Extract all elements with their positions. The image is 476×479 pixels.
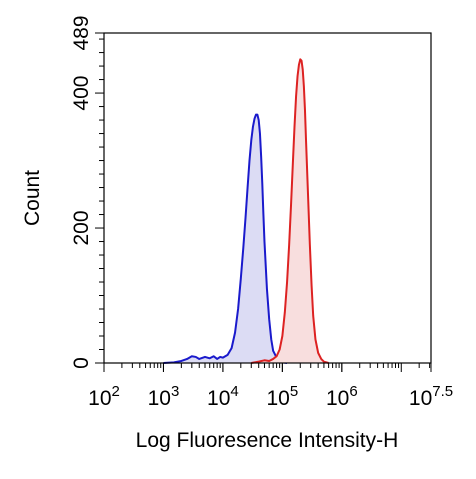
plot-frame [103,32,432,364]
y-tick-label: 200 [70,210,93,245]
y-axis-label: Count [21,170,44,226]
series-1-fill [163,114,288,363]
x-tick-label: 107.5 [409,383,453,410]
y-tick-label: 400 [70,76,93,111]
series-2-fill [251,59,329,363]
x-tick-label: 103 [148,383,180,410]
y-tick-label: 489 [70,15,93,50]
x-tick-label: 102 [88,383,120,410]
y-tick-label: 0 [70,357,93,369]
series-layer [163,58,329,364]
x-tick-label: 104 [207,383,239,410]
x-axis-label: Log Fluoresence Intensity-H [136,429,399,452]
x-axis: 102 103 104 105 106 107.5 [88,363,453,410]
series-1-line [163,113,288,364]
x-tick-label: 105 [267,383,299,410]
series-2-line [251,58,329,364]
y-axis: 0 200 400 489 [70,15,104,369]
x-tick-label: 106 [326,383,358,410]
